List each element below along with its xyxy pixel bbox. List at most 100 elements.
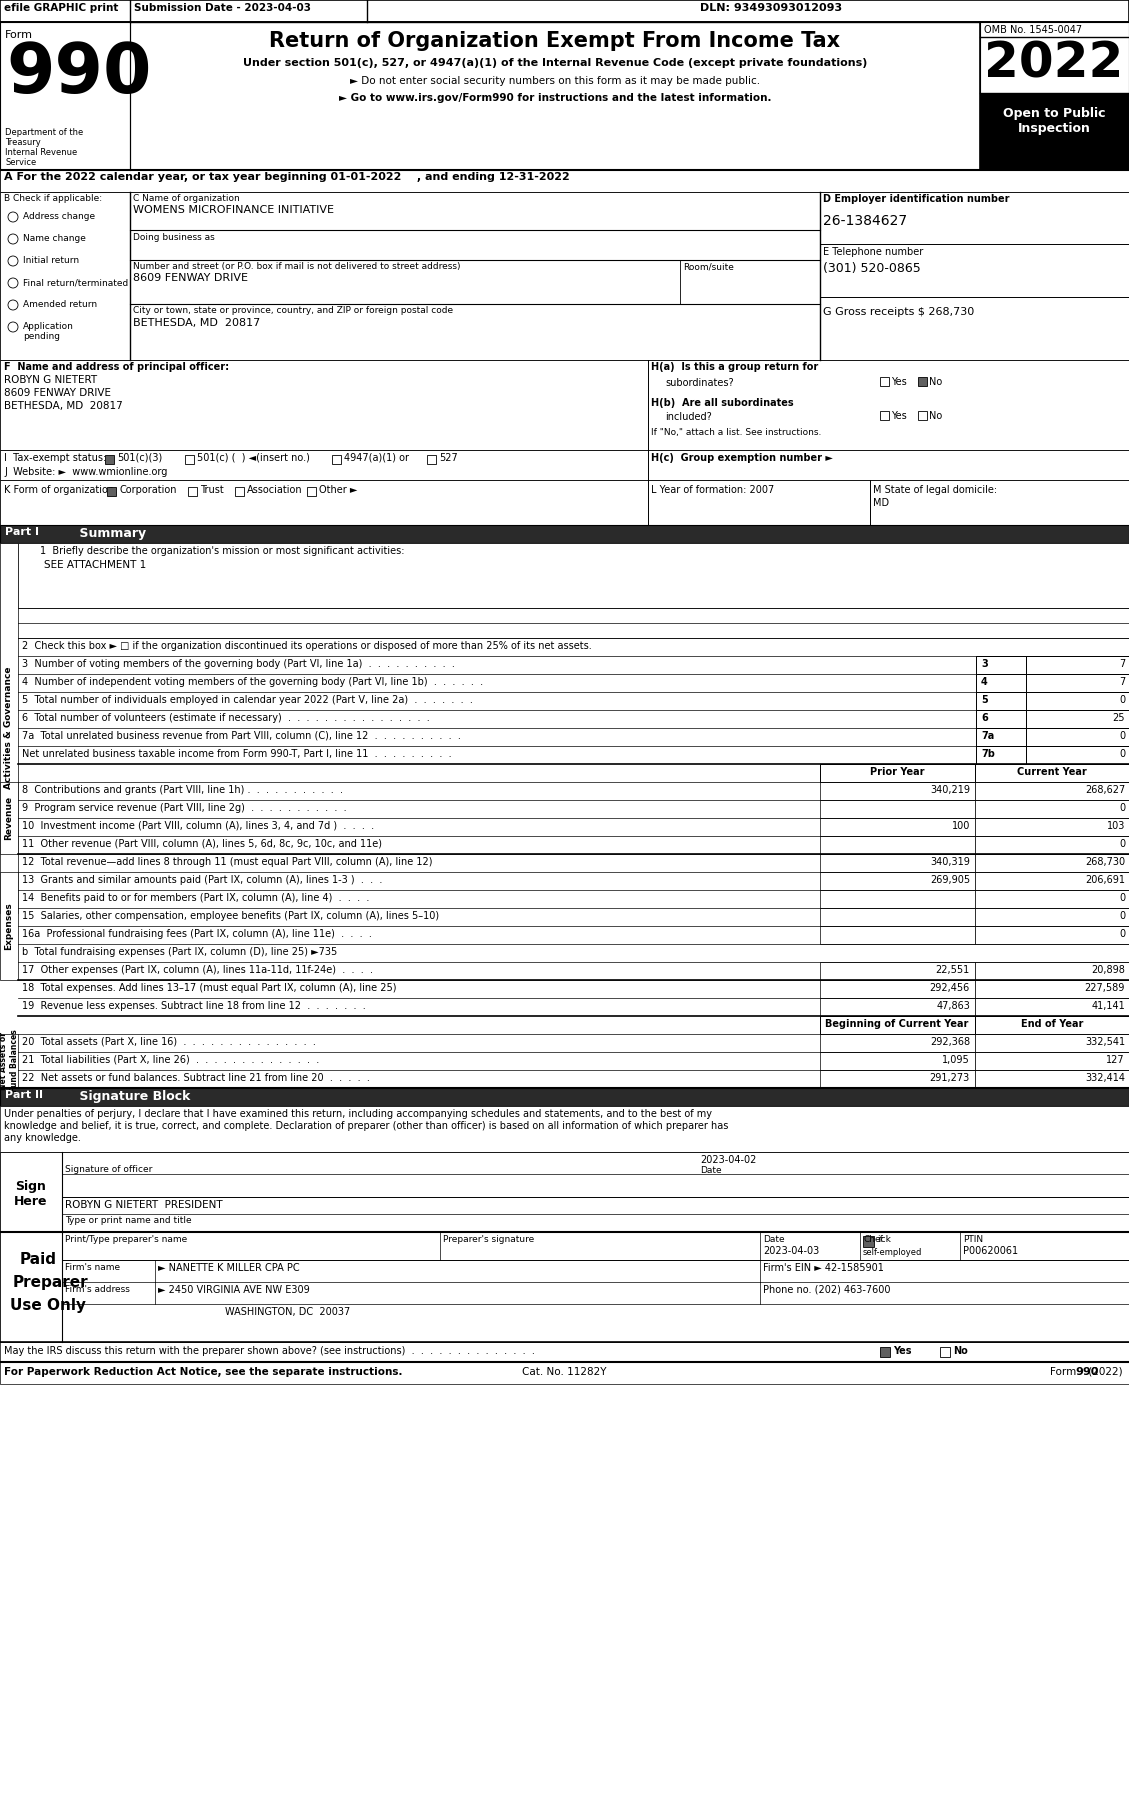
Text: J  Website: ►  www.wmionline.org: J Website: ► www.wmionline.org xyxy=(5,466,167,477)
Bar xyxy=(879,1348,890,1357)
Text: Part I: Part I xyxy=(5,528,40,537)
Text: WASHINGTON, DC  20037: WASHINGTON, DC 20037 xyxy=(225,1308,350,1317)
Bar xyxy=(820,1016,975,1034)
Bar xyxy=(975,1034,1129,1052)
Bar xyxy=(863,1235,874,1246)
Text: included?: included? xyxy=(665,412,711,423)
Bar xyxy=(0,192,1129,359)
Text: H(b)  Are all subordinates: H(b) Are all subordinates xyxy=(651,397,794,408)
Bar xyxy=(975,854,1129,873)
Text: 332,541: 332,541 xyxy=(1085,1038,1124,1047)
Bar xyxy=(0,873,18,980)
Bar xyxy=(975,836,1129,854)
Text: Internal Revenue: Internal Revenue xyxy=(5,149,77,158)
Bar xyxy=(975,1070,1129,1088)
Text: 268,730: 268,730 xyxy=(1085,856,1124,867)
Text: 292,456: 292,456 xyxy=(930,983,970,992)
Text: M State of legal domicile:: M State of legal domicile: xyxy=(873,484,997,495)
Text: 20,898: 20,898 xyxy=(1091,965,1124,974)
Text: If "No," attach a list. See instructions.: If "No," attach a list. See instructions… xyxy=(651,428,822,437)
Bar xyxy=(820,925,975,943)
Text: Expenses: Expenses xyxy=(5,902,14,951)
Text: ► Do not enter social security numbers on this form as it may be made public.: ► Do not enter social security numbers o… xyxy=(350,76,760,85)
Text: L Year of formation: 2007: L Year of formation: 2007 xyxy=(651,484,774,495)
Text: 0: 0 xyxy=(1119,892,1124,903)
Text: Corporation: Corporation xyxy=(119,484,176,495)
Bar xyxy=(0,1342,1129,1362)
Bar xyxy=(0,0,1129,22)
Bar xyxy=(427,455,436,464)
Bar xyxy=(18,542,1129,608)
Text: Part II: Part II xyxy=(5,1090,43,1099)
Bar xyxy=(185,455,194,464)
Bar xyxy=(820,854,975,873)
Text: 4: 4 xyxy=(981,677,988,688)
Text: Form: Form xyxy=(1050,1368,1079,1377)
Text: 7a: 7a xyxy=(981,731,995,740)
Bar xyxy=(975,925,1129,943)
Bar xyxy=(0,782,18,854)
Text: 1  Briefly describe the organization's mission or most significant activities:: 1 Briefly describe the organization's mi… xyxy=(40,546,404,557)
Bar xyxy=(918,377,927,386)
Text: Initial return: Initial return xyxy=(23,256,79,265)
Text: self-employed: self-employed xyxy=(863,1248,922,1257)
Text: 269,905: 269,905 xyxy=(930,874,970,885)
Text: b  Total fundraising expenses (Part IX, column (D), line 25) ►735: b Total fundraising expenses (Part IX, c… xyxy=(21,947,338,958)
Text: Use Only: Use Only xyxy=(10,1299,86,1313)
Bar xyxy=(820,1070,975,1088)
Text: Firm's name: Firm's name xyxy=(65,1263,120,1272)
Bar xyxy=(0,524,1129,542)
Text: No: No xyxy=(929,412,943,421)
Bar xyxy=(820,1052,975,1070)
Text: 7b: 7b xyxy=(981,749,995,758)
Text: PTIN: PTIN xyxy=(963,1235,983,1244)
Text: Preparer's signature: Preparer's signature xyxy=(443,1235,534,1244)
Text: Date: Date xyxy=(700,1166,721,1175)
Text: 17  Other expenses (Part IX, column (A), lines 11a-11d, 11f-24e)  .  .  .  .: 17 Other expenses (Part IX, column (A), … xyxy=(21,965,373,974)
Text: 8609 FENWAY DRIVE: 8609 FENWAY DRIVE xyxy=(133,272,248,283)
Circle shape xyxy=(8,278,18,288)
Bar xyxy=(975,891,1129,909)
Bar xyxy=(940,1348,949,1357)
Bar xyxy=(0,481,1129,524)
Text: Yes: Yes xyxy=(893,1346,911,1357)
Bar xyxy=(1026,727,1129,746)
Text: A For the 2022 calendar year, or tax year beginning 01-01-2022    , and ending 1: A For the 2022 calendar year, or tax yea… xyxy=(5,172,570,181)
Text: 0: 0 xyxy=(1119,731,1124,740)
Text: 7a  Total unrelated business revenue from Part VIII, column (C), line 12  .  .  : 7a Total unrelated business revenue from… xyxy=(21,731,461,740)
Text: H(c)  Group exemption number ►: H(c) Group exemption number ► xyxy=(651,454,833,463)
Text: 7: 7 xyxy=(1119,677,1124,688)
Text: 340,219: 340,219 xyxy=(930,785,970,795)
Bar xyxy=(0,1362,1129,1384)
Text: 501(c)(3): 501(c)(3) xyxy=(117,454,163,463)
Bar xyxy=(879,412,889,421)
Bar xyxy=(975,675,1026,691)
Bar xyxy=(820,909,975,925)
Text: Net Assets or
Fund Balances: Net Assets or Fund Balances xyxy=(0,1030,19,1092)
Text: 3: 3 xyxy=(981,658,988,669)
Bar xyxy=(235,486,244,495)
Bar xyxy=(0,1034,18,1088)
Text: (2022): (2022) xyxy=(1085,1368,1122,1377)
Text: Sign: Sign xyxy=(16,1179,46,1194)
Text: 22  Net assets or fund balances. Subtract line 21 from line 20  .  .  .  .  .: 22 Net assets or fund balances. Subtract… xyxy=(21,1074,370,1083)
Text: 127: 127 xyxy=(1106,1056,1124,1065)
Bar xyxy=(980,22,1129,171)
Text: C Name of organization: C Name of organization xyxy=(133,194,239,203)
Bar xyxy=(1026,675,1129,691)
Text: 2023-04-02: 2023-04-02 xyxy=(700,1156,756,1165)
Text: I  Tax-exempt status:: I Tax-exempt status: xyxy=(5,454,106,463)
Text: 7: 7 xyxy=(1119,658,1124,669)
Text: 100: 100 xyxy=(952,822,970,831)
Text: Name change: Name change xyxy=(23,234,86,243)
Text: 206,691: 206,691 xyxy=(1085,874,1124,885)
Text: 990: 990 xyxy=(1075,1368,1099,1377)
Text: 25: 25 xyxy=(1112,713,1124,724)
Text: Service: Service xyxy=(5,158,36,167)
Bar xyxy=(0,542,18,912)
Text: 9  Program service revenue (Part VIII, line 2g)  .  .  .  .  .  .  .  .  .  .  .: 9 Program service revenue (Part VIII, li… xyxy=(21,804,347,813)
Text: Cat. No. 11282Y: Cat. No. 11282Y xyxy=(522,1368,606,1377)
Text: Trust: Trust xyxy=(200,484,224,495)
Bar xyxy=(975,709,1026,727)
Text: Firm's address: Firm's address xyxy=(65,1284,130,1293)
